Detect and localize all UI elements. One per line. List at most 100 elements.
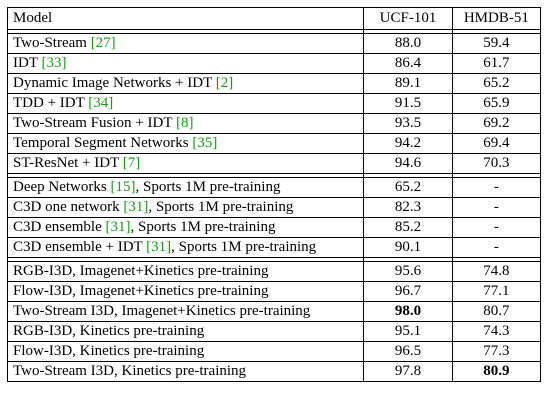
header-model: Model bbox=[6, 7, 365, 30]
model-cell: Deep Networks [15], Sports 1M pre-traini… bbox=[6, 177, 365, 198]
group-gap bbox=[6, 29, 542, 34]
hmdb51-cell: 61.7 bbox=[451, 53, 542, 74]
header-ucf101: UCF-101 bbox=[363, 7, 453, 30]
model-cell: Flow-I3D, Imagenet+Kinetics pre-training bbox=[6, 281, 365, 302]
table-row: Two-Stream [27] 88.0 59.4 bbox=[6, 33, 542, 54]
model-name: Two-Stream bbox=[13, 35, 87, 51]
model-cell: Two-Stream Fusion + IDT [8] bbox=[6, 113, 365, 134]
model-name: RGB-I3D, Imagenet+Kinetics pre-training bbox=[13, 263, 269, 279]
model-name: C3D one network bbox=[13, 199, 120, 215]
table-row: RGB-I3D, Imagenet+Kinetics pre-training 9… bbox=[6, 261, 542, 282]
hmdb51-cell: 80.7 bbox=[451, 301, 542, 322]
hmdb51-cell: - bbox=[451, 217, 542, 238]
model-cell: Two-Stream I3D, Imagenet+Kinetics pre-tr… bbox=[6, 301, 365, 322]
model-suffix: , Sports 1M pre-training bbox=[135, 179, 281, 195]
model-cell: Two-Stream [27] bbox=[6, 33, 365, 54]
hmdb51-cell: 74.3 bbox=[451, 321, 542, 342]
model-name: C3D ensemble bbox=[13, 219, 102, 235]
model-name: RGB-I3D, Kinetics pre-training bbox=[13, 323, 205, 339]
ucf101-cell: 89.1 bbox=[363, 73, 453, 94]
table-row: Flow-I3D, Kinetics pre-training 96.5 77.3 bbox=[6, 341, 542, 362]
ucf101-cell: 82.3 bbox=[363, 197, 453, 218]
model-name: C3D ensemble + IDT bbox=[13, 239, 143, 255]
table-row: TDD + IDT [34] 91.5 65.9 bbox=[6, 93, 542, 114]
model-name: Flow-I3D, Kinetics pre-training bbox=[13, 343, 205, 359]
table-row: Two-Stream I3D, Kinetics pre-training 97.… bbox=[6, 361, 542, 382]
model-cell: C3D one network [31], Sports 1M pre-trai… bbox=[6, 197, 365, 218]
model-name: Temporal Segment Networks bbox=[13, 135, 189, 151]
hmdb51-cell: - bbox=[451, 177, 542, 198]
ucf101-cell: 94.2 bbox=[363, 133, 453, 154]
ucf101-cell: 95.1 bbox=[363, 321, 453, 342]
ucf101-cell: 94.6 bbox=[363, 153, 453, 174]
hmdb51-cell: 65.2 bbox=[451, 73, 542, 94]
hmdb51-cell: 69.4 bbox=[451, 133, 542, 154]
table-row: Two-Stream I3D, Imagenet+Kinetics pre-tr… bbox=[6, 301, 542, 322]
model-name: Two-Stream I3D, Kinetics pre-training bbox=[13, 363, 247, 379]
ucf101-cell: 96.7 bbox=[363, 281, 453, 302]
ucf101-cell: 93.5 bbox=[363, 113, 453, 134]
hmdb51-cell: 69.2 bbox=[451, 113, 542, 134]
model-cell: Two-Stream I3D, Kinetics pre-training bbox=[6, 361, 365, 382]
hmdb51-cell: 77.1 bbox=[451, 281, 542, 302]
model-name: Two-Stream I3D, Imagenet+Kinetics pre-tr… bbox=[13, 303, 311, 319]
model-suffix: , Sports 1M pre-training bbox=[171, 239, 317, 255]
table-row: ST-ResNet + IDT [7] 94.6 70.3 bbox=[6, 153, 542, 174]
gap-cell bbox=[451, 29, 542, 34]
header-row: Model UCF-101 HMDB-51 bbox=[6, 7, 542, 30]
model-cell: RGB-I3D, Imagenet+Kinetics pre-training bbox=[6, 261, 365, 282]
table-row: IDT [33] 86.4 61.7 bbox=[6, 53, 542, 74]
table-row: Temporal Segment Networks [35] 94.2 69.4 bbox=[6, 133, 542, 154]
hmdb51-cell: 65.9 bbox=[451, 93, 542, 114]
hmdb51-cell: 70.3 bbox=[451, 153, 542, 174]
table-row: C3D ensemble + IDT [31], Sports 1M pre-t… bbox=[6, 237, 542, 258]
ucf101-cell: 88.0 bbox=[363, 33, 453, 54]
model-cell: Dynamic Image Networks + IDT [2] bbox=[6, 73, 365, 94]
citation: [27] bbox=[90, 35, 116, 51]
ucf101-cell: 98.0 bbox=[363, 301, 453, 322]
citation: [33] bbox=[41, 55, 67, 71]
model-suffix: , Sports 1M pre-training bbox=[148, 199, 294, 215]
ucf101-cell: 97.8 bbox=[363, 361, 453, 382]
model-cell: RGB-I3D, Kinetics pre-training bbox=[6, 321, 365, 342]
citation: [15] bbox=[110, 179, 136, 195]
ucf101-cell: 91.5 bbox=[363, 93, 453, 114]
model-cell: ST-ResNet + IDT [7] bbox=[6, 153, 365, 174]
table-row: C3D one network [31], Sports 1M pre-trai… bbox=[6, 197, 542, 218]
ucf101-cell: 96.5 bbox=[363, 341, 453, 362]
model-cell: Flow-I3D, Kinetics pre-training bbox=[6, 341, 365, 362]
citation: [31] bbox=[123, 199, 149, 215]
model-cell: TDD + IDT [34] bbox=[6, 93, 365, 114]
gap-cell bbox=[451, 257, 542, 262]
ucf101-cell: 95.6 bbox=[363, 261, 453, 282]
ucf101-cell: 65.2 bbox=[363, 177, 453, 198]
hmdb51-cell: - bbox=[451, 237, 542, 258]
citation: [31] bbox=[105, 219, 131, 235]
ucf101-cell: 85.2 bbox=[363, 217, 453, 238]
model-name: Two-Stream Fusion + IDT bbox=[13, 115, 173, 131]
model-name: ST-ResNet + IDT bbox=[13, 155, 119, 171]
hmdb51-cell: 59.4 bbox=[451, 33, 542, 54]
model-suffix: , Sports 1M pre-training bbox=[130, 219, 276, 235]
citation: [2] bbox=[215, 75, 234, 91]
table-row: Two-Stream Fusion + IDT [8] 93.5 69.2 bbox=[6, 113, 542, 134]
hmdb51-cell: - bbox=[451, 197, 542, 218]
model-cell: C3D ensemble [31], Sports 1M pre-trainin… bbox=[6, 217, 365, 238]
model-cell: IDT [33] bbox=[6, 53, 365, 74]
model-cell: Temporal Segment Networks [35] bbox=[6, 133, 365, 154]
table-row: RGB-I3D, Kinetics pre-training 95.1 74.3 bbox=[6, 321, 542, 342]
header-hmdb51: HMDB-51 bbox=[451, 7, 542, 30]
model-name: Dynamic Image Networks + IDT bbox=[13, 75, 212, 91]
group-gap bbox=[6, 173, 542, 178]
ucf101-cell: 90.1 bbox=[363, 237, 453, 258]
hmdb51-cell: 74.8 bbox=[451, 261, 542, 282]
ucf101-cell: 86.4 bbox=[363, 53, 453, 74]
citation: [8] bbox=[175, 115, 194, 131]
group-gap bbox=[6, 257, 542, 262]
model-name: TDD + IDT bbox=[13, 95, 85, 111]
model-name: Deep Networks bbox=[13, 179, 107, 195]
results-table: Model UCF-101 HMDB-51 Two-Stream [27] 88.… bbox=[6, 7, 542, 382]
table-row: Deep Networks [15], Sports 1M pre-traini… bbox=[6, 177, 542, 198]
citation: [7] bbox=[122, 155, 141, 171]
table-body: Two-Stream [27] 88.0 59.4 IDT [33] 86.4 61.7 D… bbox=[6, 29, 542, 382]
